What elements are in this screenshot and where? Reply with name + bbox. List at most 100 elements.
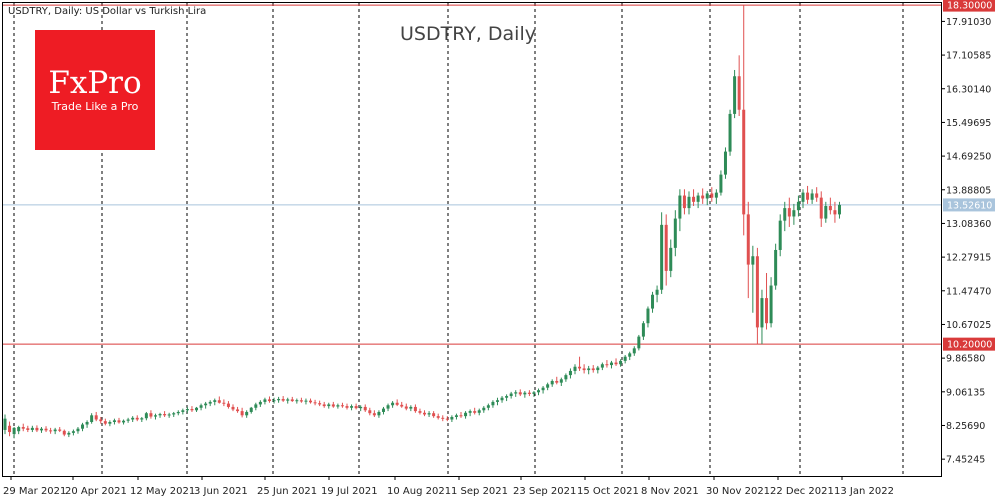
candle-body xyxy=(263,399,267,402)
candle-body xyxy=(505,396,509,398)
candle-body xyxy=(199,405,203,408)
candle-body xyxy=(806,192,810,200)
candle xyxy=(696,192,700,209)
candle-body xyxy=(103,421,107,424)
candle-body xyxy=(185,409,189,411)
candle xyxy=(755,247,759,345)
candle xyxy=(149,410,153,419)
x-tick-label: 1 Sep 2021 xyxy=(451,486,508,497)
candle-body xyxy=(436,416,440,418)
candle xyxy=(340,402,344,408)
candle xyxy=(473,407,477,415)
candle xyxy=(737,55,741,117)
candle xyxy=(714,189,718,204)
candle xyxy=(573,364,577,375)
candle-body xyxy=(158,414,162,416)
candle-body xyxy=(541,387,545,391)
candle xyxy=(304,398,308,405)
candle xyxy=(837,201,841,219)
candle-body xyxy=(464,412,468,417)
candle xyxy=(523,391,527,398)
candle-body xyxy=(815,193,819,198)
candle xyxy=(482,406,486,413)
candle-body xyxy=(523,392,527,395)
candle xyxy=(723,147,727,179)
candle xyxy=(368,407,372,416)
x-tick-label: 3 Jun 2021 xyxy=(194,486,248,497)
candle-body xyxy=(774,249,778,286)
candle xyxy=(53,427,57,435)
candle-body xyxy=(454,415,458,417)
candle xyxy=(450,415,454,423)
candle xyxy=(309,398,313,404)
candle-body xyxy=(537,390,541,393)
x-tick-label: 23 Sep 2021 xyxy=(513,486,576,497)
candle-body xyxy=(678,195,682,219)
candle-body xyxy=(418,411,422,413)
candle xyxy=(505,394,509,402)
candle xyxy=(131,416,135,423)
candle xyxy=(245,410,249,418)
candle-body xyxy=(386,405,390,409)
candle xyxy=(254,402,258,411)
candle xyxy=(792,203,796,225)
candle xyxy=(226,401,230,409)
candle-body xyxy=(783,208,787,221)
candle xyxy=(313,399,317,406)
candle xyxy=(272,397,276,404)
candle-body xyxy=(240,411,244,416)
candle-body xyxy=(67,432,71,435)
candle xyxy=(181,408,185,415)
candle-body xyxy=(49,430,53,432)
candle-body xyxy=(176,411,180,414)
candle-body xyxy=(486,405,490,408)
candle-body xyxy=(445,418,449,420)
candle-body xyxy=(532,392,536,394)
candle-body xyxy=(673,218,677,248)
x-tick-label: 29 Mar 2021 xyxy=(3,486,66,497)
candle xyxy=(117,417,121,424)
candle xyxy=(158,412,162,418)
candle xyxy=(263,397,267,405)
candle xyxy=(30,425,34,433)
candle-body xyxy=(596,367,600,371)
candles-layer[interactable] xyxy=(3,5,841,439)
candle xyxy=(801,189,805,209)
candle-body xyxy=(222,402,226,404)
candle xyxy=(537,388,541,396)
candle xyxy=(828,197,832,215)
y-tick-label: 7.45245 xyxy=(946,455,985,466)
candle xyxy=(153,413,157,420)
candle-body xyxy=(755,256,759,328)
candle xyxy=(596,365,600,374)
candle xyxy=(609,360,613,369)
candle xyxy=(258,400,262,407)
candle xyxy=(641,321,645,340)
candle-body xyxy=(696,195,700,202)
candle xyxy=(833,201,837,223)
candle-body xyxy=(792,210,796,217)
candle-body xyxy=(632,348,636,354)
candle-body xyxy=(628,353,632,357)
candle-body xyxy=(550,380,554,385)
x-tick-label: 19 Jul 2021 xyxy=(321,486,378,497)
candle xyxy=(427,411,431,417)
candle xyxy=(783,201,787,232)
candle xyxy=(204,401,208,409)
y-tick-label: 11.47470 xyxy=(946,286,991,297)
candle xyxy=(345,403,349,410)
candle xyxy=(217,396,221,404)
candle xyxy=(67,431,71,438)
candle-body xyxy=(714,192,718,198)
candle xyxy=(423,410,427,417)
candle xyxy=(564,373,568,382)
candle xyxy=(231,404,235,412)
candle-body xyxy=(277,398,281,401)
candle-body xyxy=(208,401,212,404)
candle xyxy=(637,334,641,351)
candle xyxy=(167,412,171,418)
candle xyxy=(774,243,778,290)
candle-body xyxy=(810,193,814,200)
candle-body xyxy=(286,399,290,401)
